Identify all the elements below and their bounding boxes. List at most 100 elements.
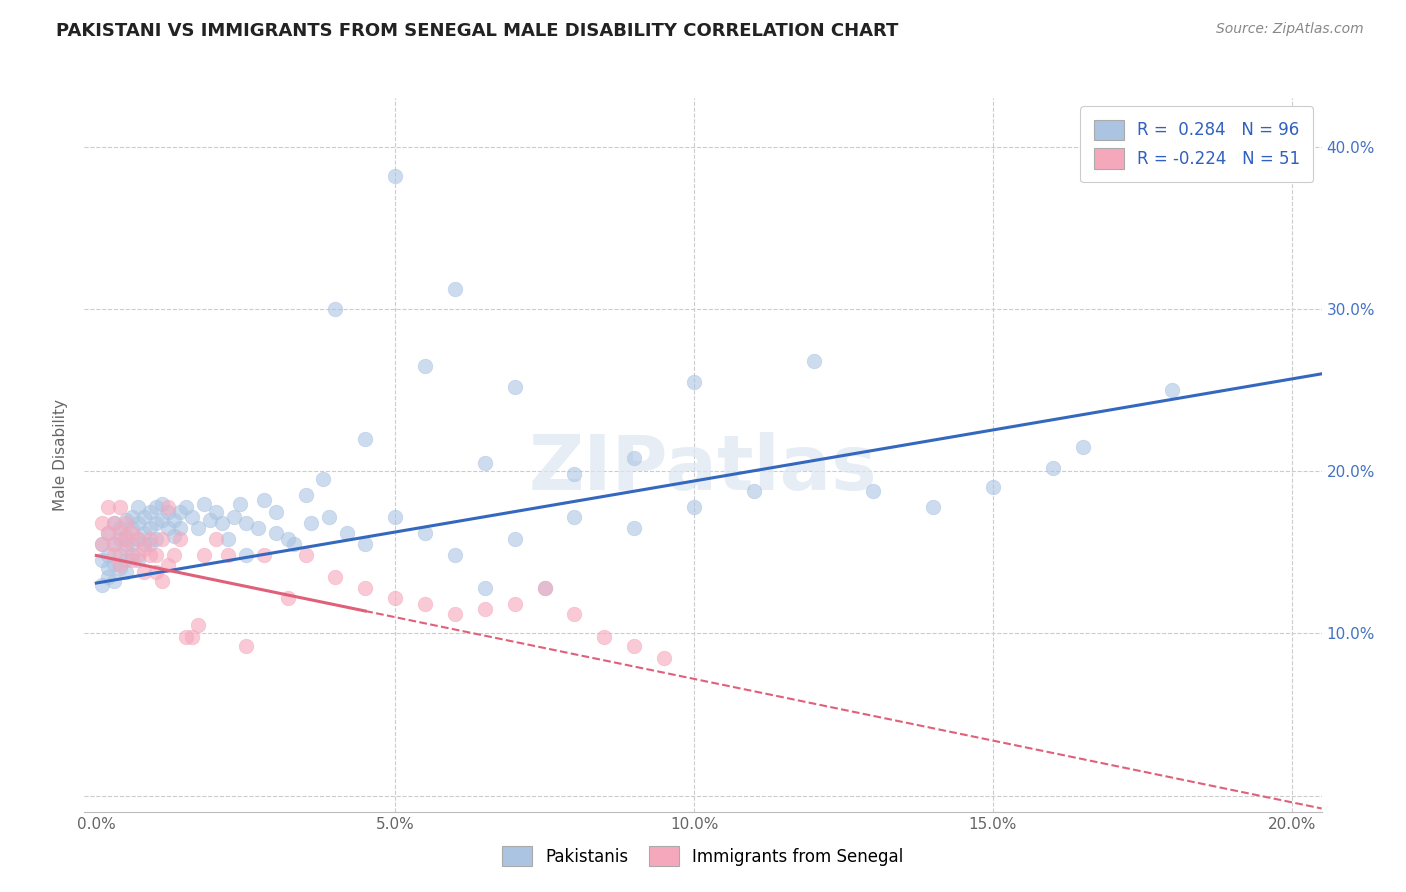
Point <box>127 500 149 514</box>
Point <box>103 557 125 571</box>
Point <box>121 553 143 567</box>
Text: PAKISTANI VS IMMIGRANTS FROM SENEGAL MALE DISABILITY CORRELATION CHART: PAKISTANI VS IMMIGRANTS FROM SENEGAL MAL… <box>56 22 898 40</box>
Point <box>294 488 316 502</box>
Point <box>217 533 239 547</box>
Point <box>277 533 299 547</box>
Point <box>110 549 132 563</box>
Point <box>283 537 305 551</box>
Point <box>1042 461 1064 475</box>
Point <box>103 537 125 551</box>
Point <box>174 500 197 514</box>
Point <box>277 591 299 605</box>
Point <box>163 529 186 543</box>
Point <box>169 533 191 547</box>
Point <box>623 640 645 654</box>
Point <box>115 516 138 530</box>
Point <box>127 549 149 563</box>
Point <box>121 525 143 540</box>
Point <box>163 549 186 563</box>
Point <box>318 509 340 524</box>
Point <box>301 516 323 530</box>
Legend: Pakistanis, Immigrants from Senegal: Pakistanis, Immigrants from Senegal <box>494 838 912 875</box>
Point <box>115 537 138 551</box>
Point <box>97 500 120 514</box>
Point <box>229 497 252 511</box>
Point <box>110 561 132 575</box>
Point <box>91 553 114 567</box>
Point <box>384 169 406 183</box>
Point <box>384 591 406 605</box>
Point <box>157 505 180 519</box>
Point <box>145 516 167 530</box>
Point <box>97 525 120 540</box>
Point <box>683 500 706 514</box>
Point <box>121 521 143 535</box>
Point <box>384 509 406 524</box>
Point <box>413 597 436 611</box>
Point <box>235 640 257 654</box>
Point <box>474 456 496 470</box>
Point <box>103 516 125 530</box>
Point <box>235 516 257 530</box>
Point <box>181 630 204 644</box>
Point <box>110 533 132 547</box>
Point <box>444 607 467 621</box>
Point <box>264 525 287 540</box>
Text: Source: ZipAtlas.com: Source: ZipAtlas.com <box>1216 22 1364 37</box>
Point <box>97 549 120 563</box>
Point <box>564 607 586 621</box>
Point <box>325 301 347 316</box>
Point <box>134 541 156 556</box>
Point <box>354 581 377 595</box>
Point <box>187 618 209 632</box>
Point <box>564 467 586 482</box>
Point <box>145 500 167 514</box>
Point <box>862 483 884 498</box>
Point <box>193 497 215 511</box>
Point <box>187 521 209 535</box>
Point <box>294 549 316 563</box>
Point <box>103 537 125 551</box>
Point <box>91 537 114 551</box>
Point <box>134 509 156 524</box>
Point <box>115 565 138 579</box>
Point <box>139 549 162 563</box>
Point <box>623 521 645 535</box>
Point <box>121 549 143 563</box>
Point <box>145 549 167 563</box>
Point <box>264 505 287 519</box>
Point <box>354 537 377 551</box>
Point <box>91 516 114 530</box>
Point <box>623 451 645 466</box>
Point <box>217 549 239 563</box>
Point <box>121 537 143 551</box>
Point <box>354 432 377 446</box>
Point <box>157 500 180 514</box>
Point <box>533 581 555 595</box>
Point <box>157 558 180 573</box>
Legend: R =  0.284   N = 96, R = -0.224   N = 51: R = 0.284 N = 96, R = -0.224 N = 51 <box>1080 106 1313 182</box>
Point <box>115 513 138 527</box>
Point <box>150 533 173 547</box>
Point <box>103 549 125 563</box>
Point <box>325 569 347 583</box>
Point <box>115 541 138 556</box>
Point <box>336 525 359 540</box>
Point <box>115 529 138 543</box>
Point <box>922 500 945 514</box>
Point <box>593 630 616 644</box>
Point <box>163 513 186 527</box>
Point <box>193 549 215 563</box>
Point <box>134 537 156 551</box>
Point <box>139 537 162 551</box>
Point <box>91 577 114 591</box>
Point <box>205 533 228 547</box>
Point <box>134 525 156 540</box>
Point <box>253 493 276 508</box>
Y-axis label: Male Disability: Male Disability <box>52 399 67 511</box>
Point <box>110 521 132 535</box>
Point <box>444 549 467 563</box>
Point <box>211 516 233 530</box>
Point <box>652 650 675 665</box>
Point <box>145 533 167 547</box>
